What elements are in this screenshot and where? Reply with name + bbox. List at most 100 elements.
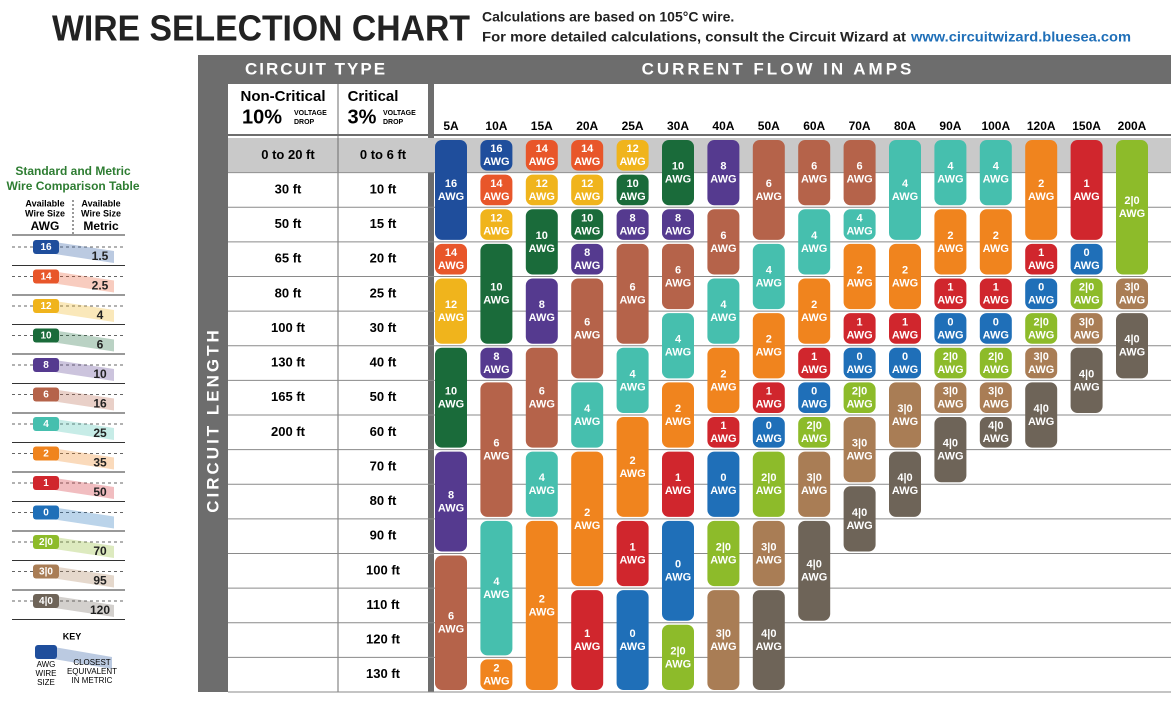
awg-unit: AWG <box>438 399 464 411</box>
table-header: Wire Size <box>81 208 121 218</box>
wire-block <box>707 451 740 517</box>
awg-unit: AWG <box>983 329 1009 341</box>
wire-block <box>707 590 740 690</box>
wire-block <box>934 382 967 413</box>
band <box>48 418 114 440</box>
awg-unit: AWG <box>1119 208 1145 220</box>
length-label: 50 ft <box>275 216 302 231</box>
awg-value: 4|0 <box>988 420 1003 432</box>
band <box>48 565 114 588</box>
length-label: 110 ft <box>366 597 400 612</box>
length-label: 130 ft <box>271 355 306 370</box>
wire-block <box>979 278 1012 310</box>
awg-unit: AWG <box>710 381 736 393</box>
awg-unit: AWG <box>937 451 963 463</box>
wire-block <box>934 140 967 206</box>
awg-value: 3|0 <box>897 403 912 415</box>
awg-value: 8 <box>630 212 636 224</box>
band <box>48 270 114 293</box>
wire-block <box>571 140 604 171</box>
key-label: IN METRIC <box>72 676 113 685</box>
awg-unit: AWG <box>983 399 1009 411</box>
wire-block <box>889 313 921 344</box>
length-label: 70 ft <box>370 458 397 473</box>
wire-block <box>843 313 876 344</box>
metric-label: 6 <box>97 338 104 352</box>
title: WIRE SELECTION CHART <box>52 8 470 49</box>
amp-label: 120A <box>1027 119 1056 133</box>
awg-unit: AWG <box>801 399 827 411</box>
wire-block <box>616 347 649 413</box>
awg-unit: AWG <box>710 485 736 497</box>
length-label: 25 ft <box>370 285 397 300</box>
length-label: 100 ft <box>366 562 401 577</box>
awg-unit: AWG <box>756 399 782 411</box>
awg-label: 2 <box>43 449 49 460</box>
length-label: 65 ft <box>275 251 302 266</box>
awg-value: 4 <box>993 161 1000 173</box>
awg-value: 4 <box>493 576 500 588</box>
awg-unit: AWG <box>438 312 464 324</box>
wire-block <box>571 382 604 448</box>
metric-label: 4 <box>97 308 104 322</box>
awg-unit: AWG <box>846 329 872 341</box>
awg-unit: AWG <box>529 191 555 203</box>
awg-value: 6 <box>720 230 726 242</box>
awg-value: 6 <box>675 264 681 276</box>
awg-value: 14 <box>536 143 549 155</box>
awg-unit: AWG <box>756 347 782 359</box>
awg-value: 4 <box>584 403 591 415</box>
link[interactable]: www.circuitwizard.bluesea.com <box>910 29 1131 45</box>
awg-value: 6 <box>630 282 636 294</box>
table-header: Available <box>25 198 64 208</box>
awg-unit: AWG <box>801 572 827 584</box>
awg-value: 6 <box>448 611 454 623</box>
awg-unit: AWG <box>846 399 872 411</box>
length-label: 120 ft <box>366 632 401 647</box>
table-title: Standard and Metric <box>15 164 131 178</box>
awg-swatch <box>33 269 59 284</box>
awg-unit: AWG <box>574 329 600 341</box>
awg-value: 8 <box>448 489 454 501</box>
wire-block <box>707 209 740 275</box>
awg-unit: AWG <box>619 554 645 566</box>
awg-unit: AWG <box>574 191 600 203</box>
awg-swatch <box>33 594 59 608</box>
wire-block <box>662 451 694 517</box>
awg-value: 2 <box>539 593 545 605</box>
awg-swatch <box>33 299 59 313</box>
wire-block <box>525 451 558 517</box>
wire-block <box>616 417 649 517</box>
awg-value: 0 <box>1038 282 1044 294</box>
length-label: 15 ft <box>370 216 397 231</box>
wire-block <box>1070 243 1103 275</box>
awg-unit: AWG <box>710 554 736 566</box>
table-header: Wire Size <box>25 208 65 218</box>
awg-value: 4|0 <box>761 628 776 640</box>
band <box>48 595 114 617</box>
awg-unit: AWG <box>665 277 691 289</box>
key-swatch <box>35 645 57 659</box>
awg-unit: AWG <box>710 174 736 186</box>
awg-value: 12 <box>445 299 457 311</box>
length-label: 40 ft <box>370 355 397 370</box>
awg-value: 2 <box>947 230 953 242</box>
wire-block <box>480 174 513 206</box>
awg-value: 6 <box>493 438 499 450</box>
wire-block <box>525 347 558 448</box>
col-header: DROP <box>294 119 315 126</box>
awg-value: 6 <box>811 161 817 173</box>
awg-value: 2 <box>857 264 863 276</box>
amp-label: 15A <box>531 119 553 133</box>
key-label: EQUIVALENT <box>67 667 117 676</box>
amp-label: 80A <box>894 119 916 133</box>
awg-unit: AWG <box>983 433 1009 445</box>
length-label: 30 ft <box>370 320 397 335</box>
awg-unit: AWG <box>483 191 509 203</box>
awg-value: 0 <box>993 316 999 328</box>
wire-block <box>752 451 785 517</box>
awg-unit: AWG <box>1028 191 1054 203</box>
awg-unit: AWG <box>1028 329 1054 341</box>
length-label: 30 ft <box>275 181 302 196</box>
wire-block <box>435 347 467 448</box>
